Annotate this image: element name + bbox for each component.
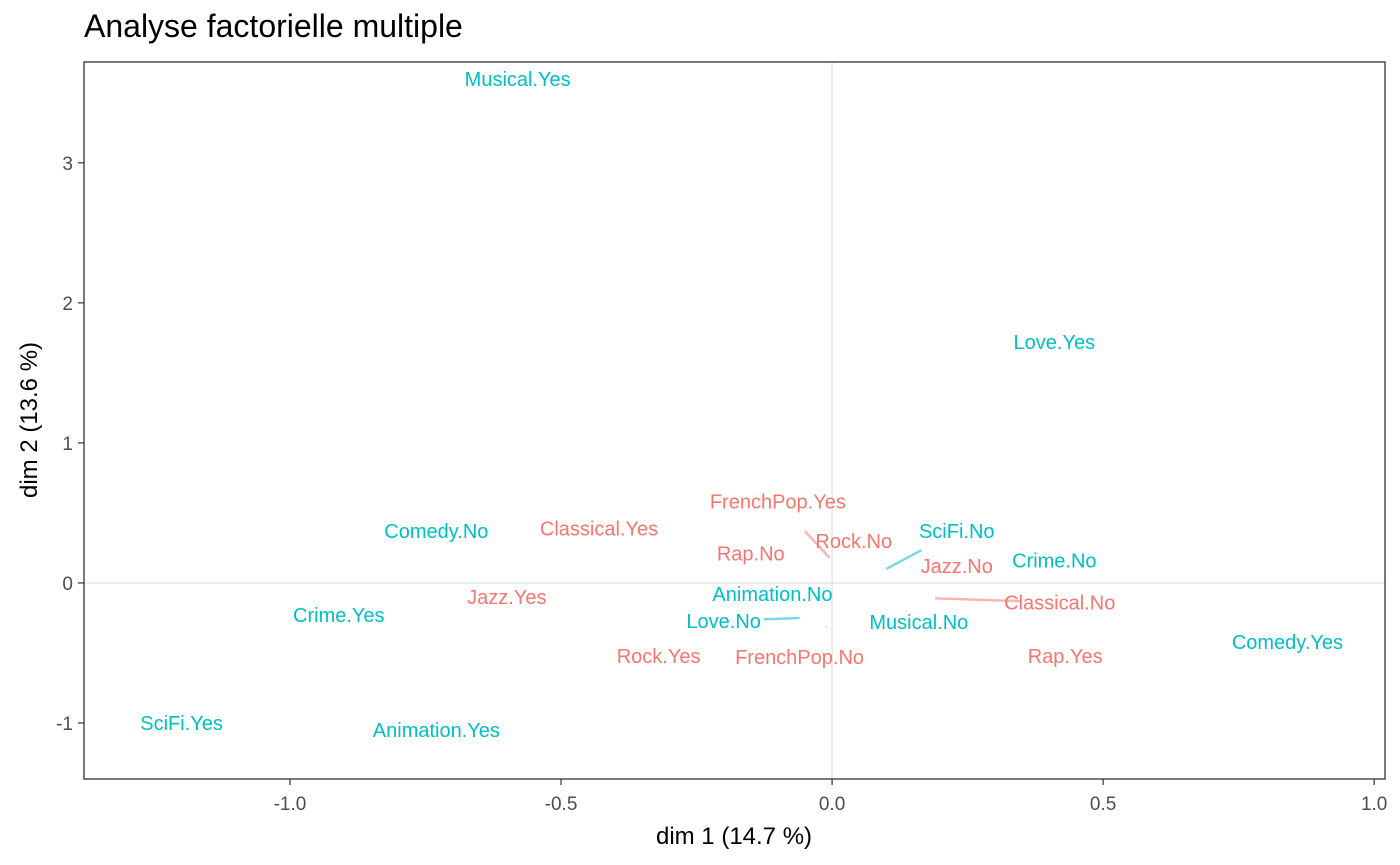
- x-tick-label: 0.5: [1090, 794, 1116, 815]
- point-label: Rap.Yes: [1028, 646, 1103, 668]
- point-label: Musical.No: [869, 612, 968, 634]
- x-tick-label: 0.0: [819, 794, 845, 815]
- point-label: FrenchPop.Yes: [710, 492, 846, 514]
- point-label: Crime.No: [1012, 551, 1096, 573]
- label-segment: [763, 616, 800, 621]
- x-axis: -1.0 -0.5 0.0 0.5 1.0: [274, 779, 1387, 815]
- y-tick-label: 3: [62, 154, 73, 175]
- label-segments: [763, 530, 1020, 628]
- point-label: Comedy.No: [384, 521, 488, 543]
- point-label: Jazz.No: [921, 556, 993, 578]
- label-segment: [804, 530, 831, 559]
- y-axis: -1 0 1 2 3: [56, 154, 84, 735]
- x-axis-title: dim 1 (14.7 %): [656, 823, 812, 850]
- point-label: SciFi.Yes: [140, 713, 223, 735]
- label-segment: [885, 548, 923, 570]
- point-label: Classical.Yes: [540, 518, 658, 540]
- point-label: Crime.Yes: [293, 605, 385, 627]
- x-tick-label: -0.5: [545, 794, 578, 815]
- point-label: Jazz.Yes: [467, 587, 546, 609]
- x-tick-label: 1.0: [1361, 794, 1387, 815]
- point-label: Love.No: [686, 611, 761, 633]
- x-tick-label: -1.0: [274, 794, 307, 815]
- point-label: Rock.Yes: [617, 646, 701, 668]
- chart-title: Analyse factorielle multiple: [84, 8, 463, 44]
- y-tick-label: 1: [62, 434, 73, 455]
- point-label: Rock.No: [815, 531, 892, 553]
- point-label: Musical.Yes: [465, 69, 571, 91]
- point-label: Comedy.Yes: [1232, 632, 1343, 654]
- point-label: Animation.No: [712, 584, 832, 606]
- y-tick-label: -1: [56, 714, 73, 735]
- point-label: Love.Yes: [1014, 332, 1096, 354]
- point-labels: Musical.Yes Love.Yes FrenchPop.Yes Comedy.N…: [140, 69, 1343, 742]
- panel-border: [83, 61, 1386, 780]
- label-segment: [825, 625, 828, 628]
- y-tick-label: 0: [62, 574, 73, 595]
- point-label: Classical.No: [1004, 593, 1115, 615]
- point-label: FrenchPop.No: [735, 647, 864, 669]
- point-label: Rap.No: [717, 544, 785, 566]
- label-segment: [935, 597, 1020, 603]
- reference-lines: [84, 62, 1385, 779]
- point-label: SciFi.No: [919, 521, 995, 543]
- point-label: Animation.Yes: [373, 720, 500, 742]
- y-tick-label: 2: [62, 294, 73, 315]
- y-axis-title: dim 2 (13.6 %): [16, 342, 43, 498]
